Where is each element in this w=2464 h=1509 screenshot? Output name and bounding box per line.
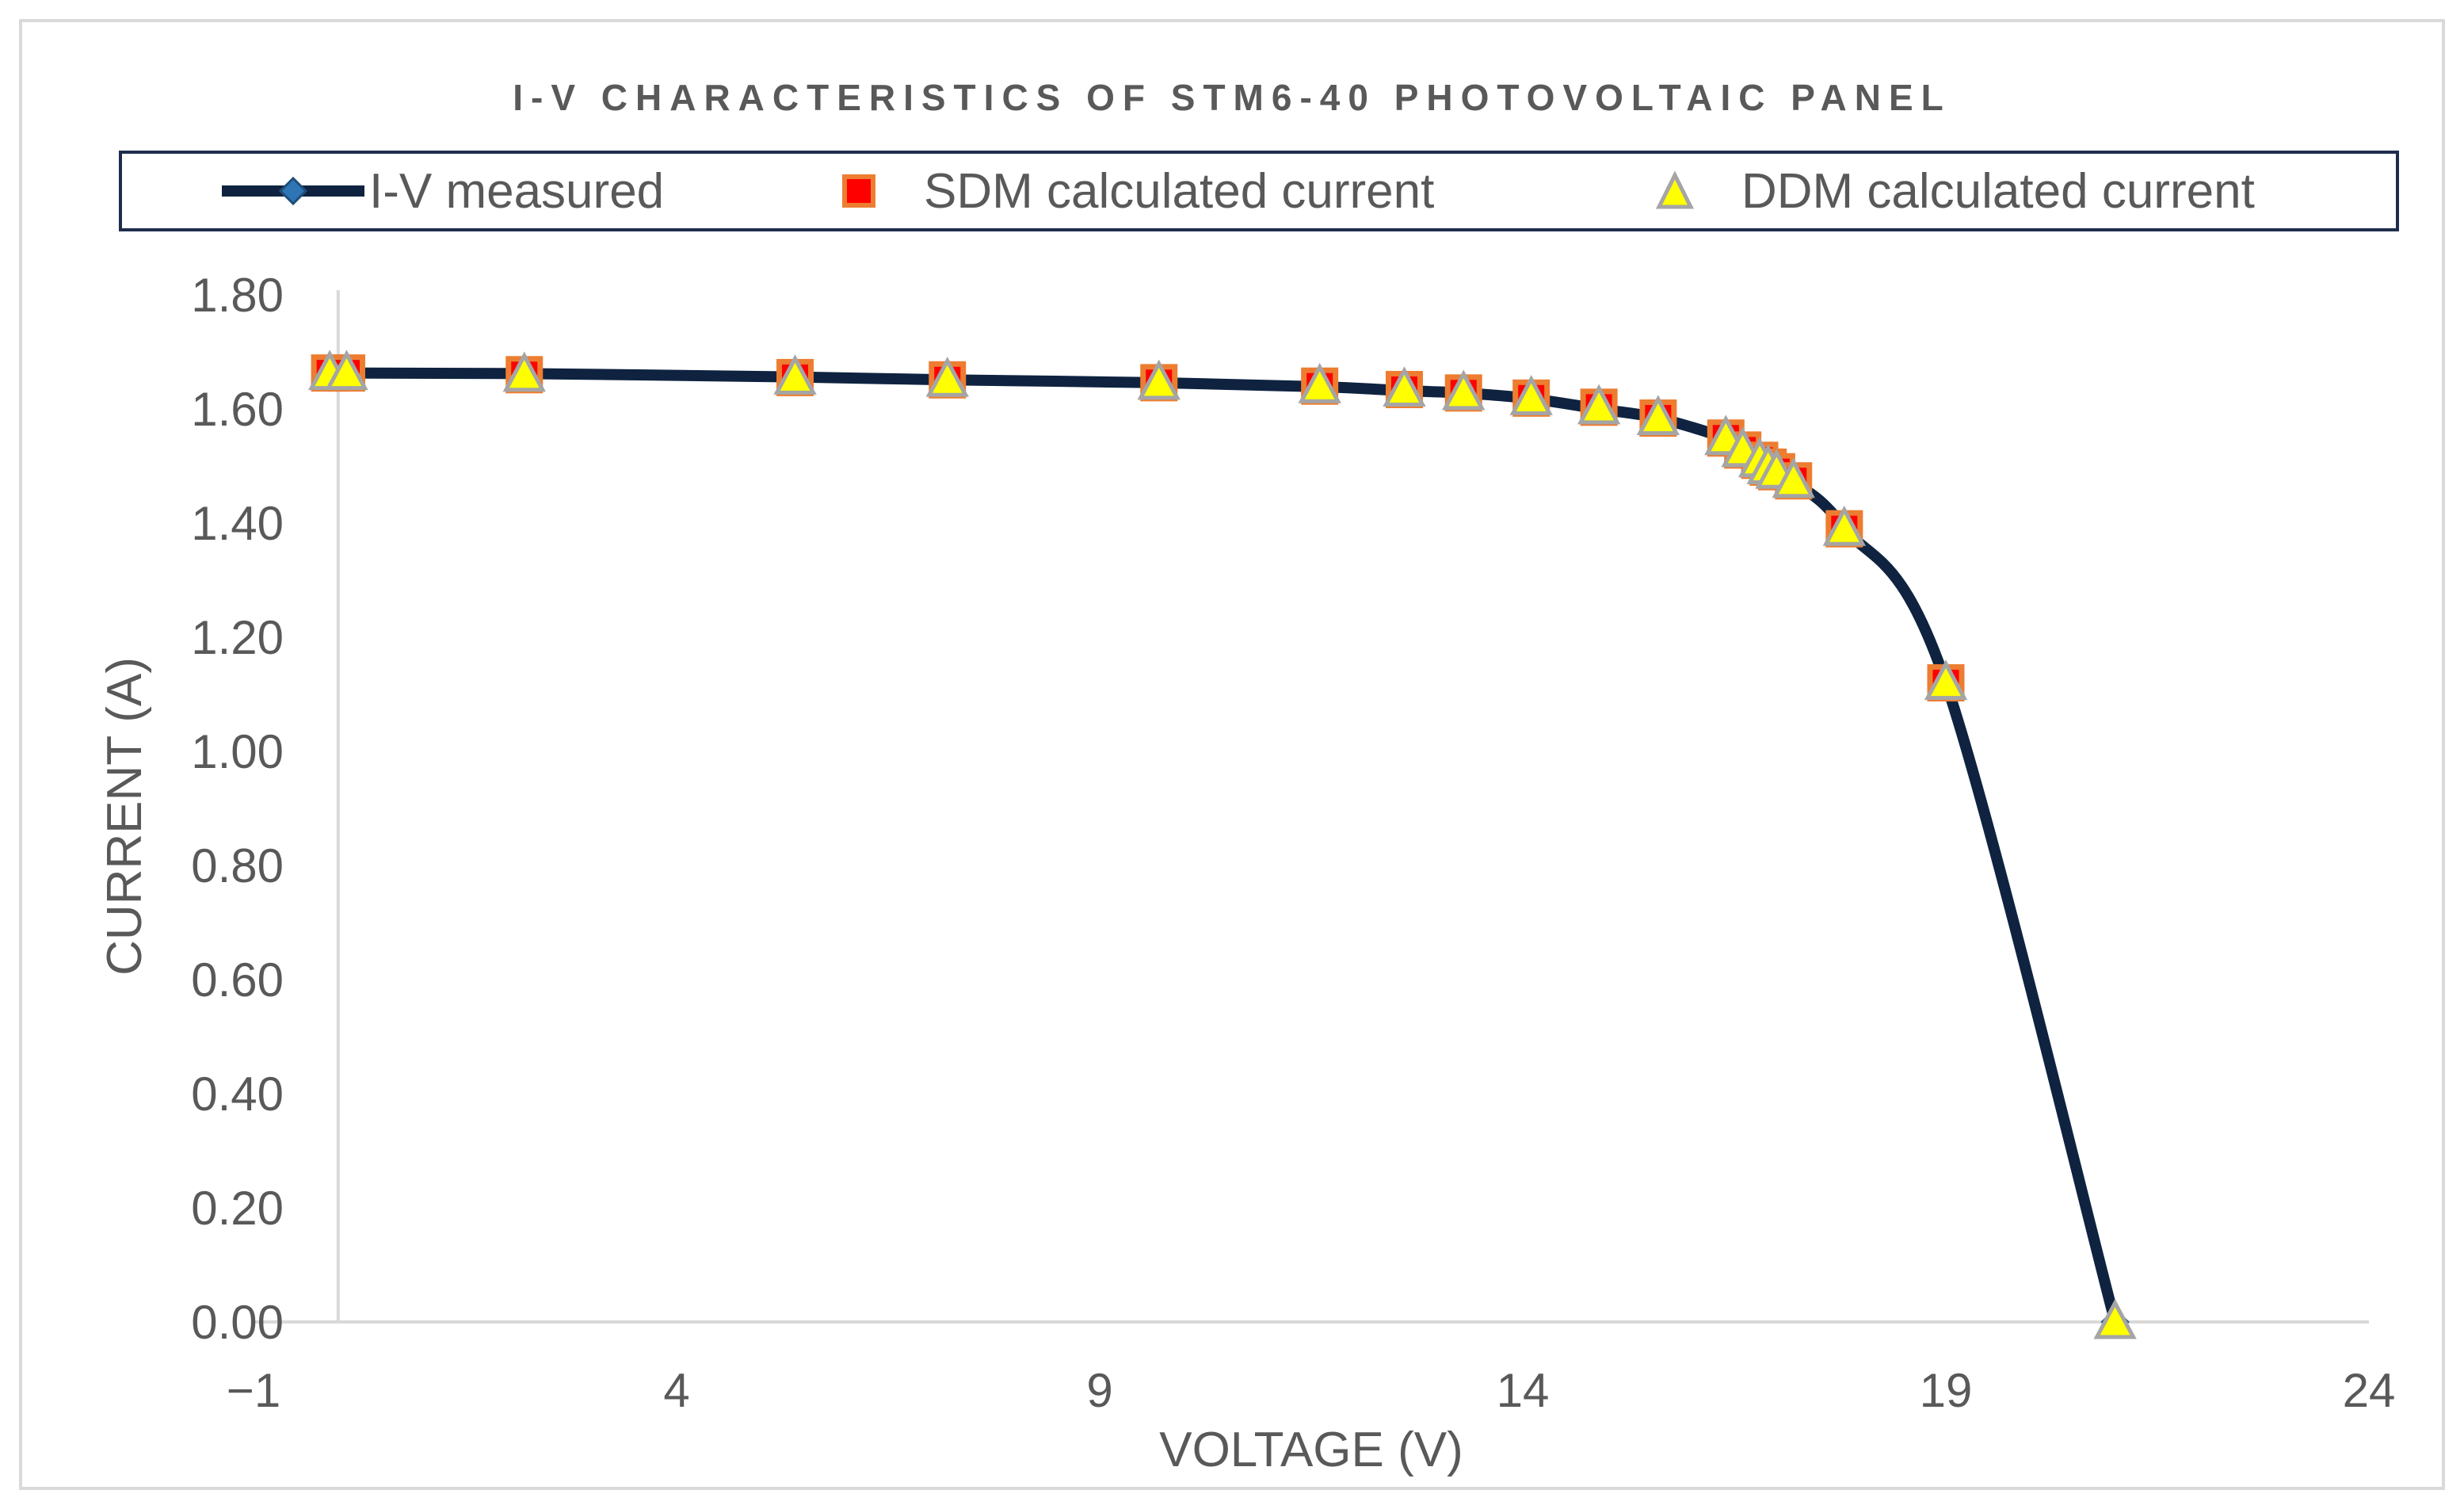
y-tick-label: 1.60 (191, 383, 284, 436)
legend: I-V measured SDM calculated current DDM … (119, 151, 2399, 231)
legend-label: I-V measured (369, 163, 665, 219)
point-ddm (502, 351, 546, 392)
x-tick-label: −1 (227, 1364, 280, 1417)
x-tick-label: 19 (1920, 1364, 1973, 1417)
point-ddm (925, 356, 969, 397)
y-tick-label: 1.00 (191, 725, 284, 778)
point-ddm (773, 354, 817, 395)
x-tick-label: 14 (1497, 1364, 1550, 1417)
legend-label: SDM calculated current (924, 163, 1435, 219)
square-icon (842, 174, 875, 208)
point-ddm (1298, 362, 1341, 403)
y-tick-label: 0.20 (191, 1182, 284, 1235)
y-tick-label: 0.40 (191, 1068, 284, 1121)
triangle-icon (1655, 170, 1695, 209)
legend-item-ddm[interactable]: DDM calculated current (1651, 154, 2255, 228)
point-ddm (1442, 369, 1486, 411)
legend-label: DDM calculated current (1741, 163, 2255, 219)
point-ddm (1924, 659, 1968, 701)
y-tick-label: 1.20 (191, 611, 284, 664)
point-ddm (1509, 375, 1553, 415)
point-ddm (1772, 457, 1815, 499)
y-tick-label: 1.80 (191, 269, 284, 322)
point-ddm (1577, 384, 1621, 425)
x-axis-title: VOLTAGE (V) (1159, 1423, 1463, 1477)
point-ddm (1636, 395, 1680, 436)
chart-frame (19, 19, 2445, 1490)
y-tick-label: 0.80 (191, 839, 284, 892)
point-ddm (1137, 359, 1181, 400)
line-diamond-icon (222, 176, 364, 206)
x-tick-label: 4 (663, 1364, 689, 1417)
point-ddm (2093, 1298, 2137, 1339)
point-ddm (325, 350, 368, 391)
y-axis-title: CURRENT (A) (97, 657, 152, 976)
x-tick-label: 24 (2343, 1364, 2396, 1417)
point-ddm (1822, 505, 1867, 546)
y-tick-label: 1.40 (191, 497, 284, 550)
x-tick-label: 9 (1086, 1364, 1112, 1417)
y-tick-label: 0.60 (191, 953, 284, 1007)
legend-item-sdm[interactable]: SDM calculated current (835, 154, 1434, 228)
y-tick-label: 0.00 (191, 1296, 284, 1349)
legend-item-iv-measured[interactable]: I-V measured (222, 154, 664, 228)
point-ddm (1383, 366, 1426, 407)
chart-title: I-V CHARACTERISTICS OF STM6-40 PHOTOVOLT… (513, 77, 1951, 118)
